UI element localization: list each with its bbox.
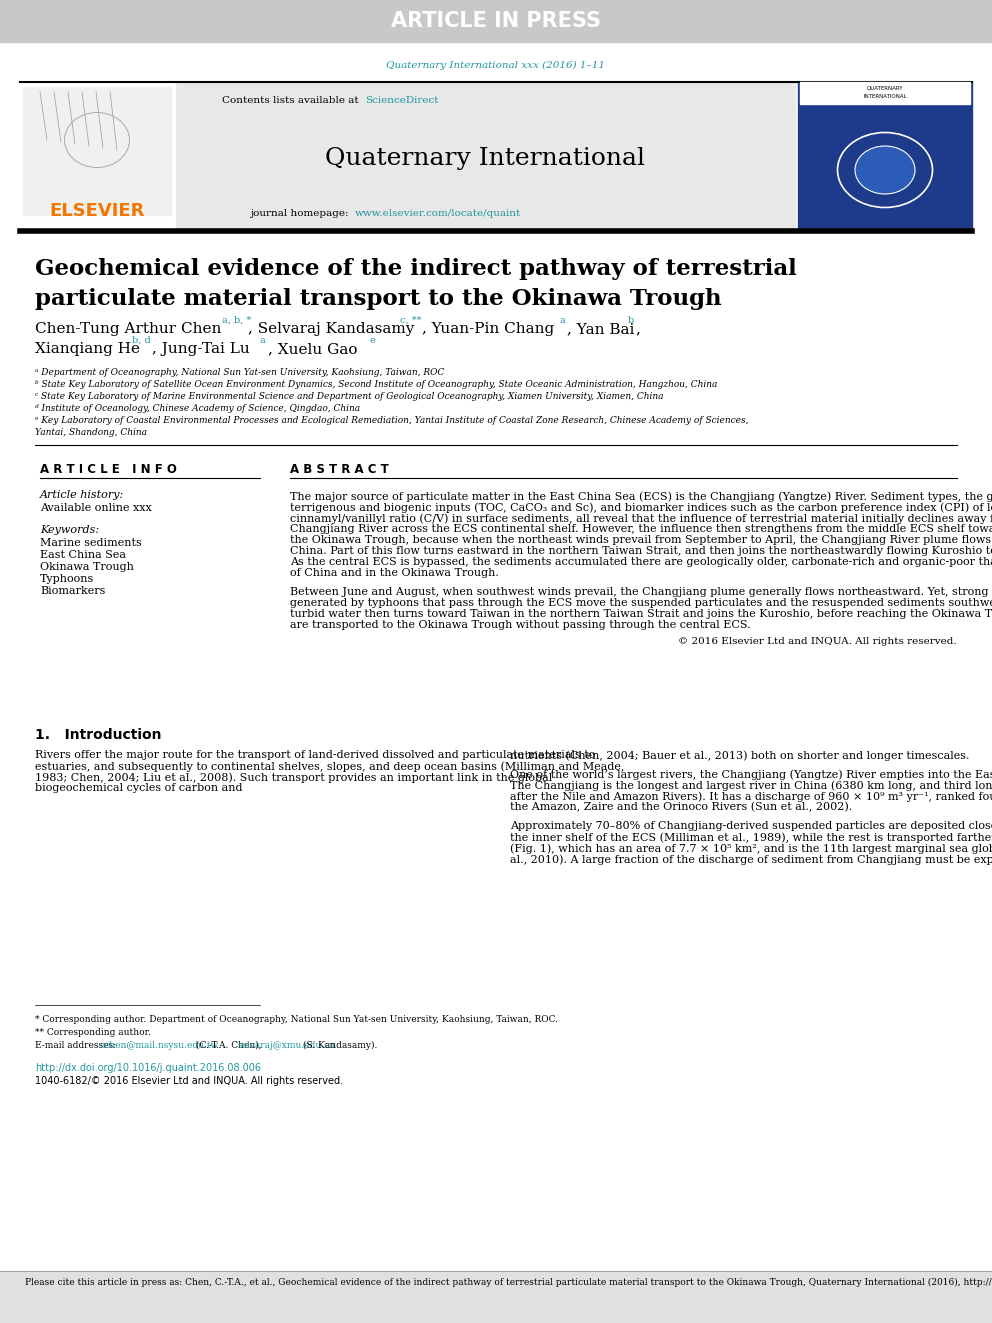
Text: e: e bbox=[370, 336, 376, 345]
Text: Chen-Tung Arthur Chen: Chen-Tung Arthur Chen bbox=[35, 321, 221, 336]
Text: ScienceDirect: ScienceDirect bbox=[365, 97, 438, 105]
Text: Biomarkers: Biomarkers bbox=[40, 586, 105, 595]
Text: ᵉ Key Laboratory of Coastal Environmental Processes and Ecological Remediation, : ᵉ Key Laboratory of Coastal Environmenta… bbox=[35, 415, 749, 425]
Text: E-mail addresses:: E-mail addresses: bbox=[35, 1041, 119, 1050]
Text: Geochemical evidence of the indirect pathway of terrestrial: Geochemical evidence of the indirect pat… bbox=[35, 258, 797, 280]
Text: Keywords:: Keywords: bbox=[40, 525, 99, 534]
Text: terrigenous and biogenic inputs (TOC, CaCO₃ and Sc), and biomarker indices such : terrigenous and biogenic inputs (TOC, Ca… bbox=[290, 501, 992, 512]
Text: of China and in the Okinawa Trough.: of China and in the Okinawa Trough. bbox=[290, 568, 499, 578]
Text: Rivers offer the major route for the transport of land-derived dissolved and par: Rivers offer the major route for the tra… bbox=[35, 750, 595, 759]
Text: ** Corresponding author.: ** Corresponding author. bbox=[35, 1028, 151, 1037]
Text: Article history:: Article history: bbox=[40, 490, 124, 500]
Text: 1.   Introduction: 1. Introduction bbox=[35, 728, 162, 742]
Text: are transported to the Okinawa Trough without passing through the central ECS.: are transported to the Okinawa Trough wi… bbox=[290, 620, 751, 630]
Text: , Jung-Tai Lu: , Jung-Tai Lu bbox=[152, 343, 250, 356]
Text: Marine sediments: Marine sediments bbox=[40, 538, 142, 548]
Text: Contents lists available at: Contents lists available at bbox=[222, 97, 362, 105]
Text: A R T I C L E   I N F O: A R T I C L E I N F O bbox=[40, 463, 177, 476]
Text: One of the world’s largest rivers, the Changjiang (Yangtze) River empties into t: One of the world’s largest rivers, the C… bbox=[510, 769, 992, 779]
Text: a, b, *: a, b, * bbox=[222, 316, 251, 325]
Text: ᵈ Institute of Oceanology, Chinese Academy of Science, Qingdao, China: ᵈ Institute of Oceanology, Chinese Acade… bbox=[35, 404, 360, 413]
Text: QUATERNARY: QUATERNARY bbox=[867, 86, 904, 91]
Bar bbox=[175, 82, 795, 228]
Text: Approximately 70–80% of Changjiang-derived suspended particles are deposited clo: Approximately 70–80% of Changjiang-deriv… bbox=[510, 822, 992, 831]
Text: ,: , bbox=[635, 321, 640, 336]
Text: cinnamyl/vanillyl ratio (C/V) in surface sediments, all reveal that the influenc: cinnamyl/vanillyl ratio (C/V) in surface… bbox=[290, 513, 992, 524]
Text: ᵃ Department of Oceanography, National Sun Yat-sen University, Kaohsiung, Taiwan: ᵃ Department of Oceanography, National S… bbox=[35, 368, 444, 377]
Bar bbox=[20, 82, 175, 228]
Text: , Yuan-Pin Chang: , Yuan-Pin Chang bbox=[422, 321, 555, 336]
Text: http://dx.doi.org/10.1016/j.quaint.2016.08.006: http://dx.doi.org/10.1016/j.quaint.2016.… bbox=[35, 1062, 261, 1073]
Text: The major source of particulate matter in the East China Sea (ECS) is the Changj: The major source of particulate matter i… bbox=[290, 491, 992, 501]
Text: Xianqiang He: Xianqiang He bbox=[35, 343, 140, 356]
Bar bbox=[23, 87, 171, 216]
Text: journal homepage:: journal homepage: bbox=[250, 209, 352, 218]
Text: cchen@mail.nsysu.edu.tw: cchen@mail.nsysu.edu.tw bbox=[100, 1041, 219, 1050]
Text: As the central ECS is bypassed, the sediments accumulated there are geologically: As the central ECS is bypassed, the sedi… bbox=[290, 557, 992, 568]
Text: turbid water then turns toward Taiwan in the northern Taiwan Strait and joins th: turbid water then turns toward Taiwan in… bbox=[290, 609, 992, 619]
Text: Yantai, Shandong, China: Yantai, Shandong, China bbox=[35, 429, 147, 437]
Text: ARTICLE IN PRESS: ARTICLE IN PRESS bbox=[391, 11, 601, 30]
Text: Between June and August, when southwest winds prevail, the Changjiang plume gene: Between June and August, when southwest … bbox=[290, 587, 992, 597]
Text: ᶜ State Key Laboratory of Marine Environmental Science and Department of Geologi: ᶜ State Key Laboratory of Marine Environ… bbox=[35, 392, 664, 401]
Text: A B S T R A C T: A B S T R A C T bbox=[290, 463, 389, 476]
Text: Quaternary International xxx (2016) 1–11: Quaternary International xxx (2016) 1–11 bbox=[387, 61, 605, 70]
Text: after the Nile and Amazon Rivers). It has a discharge of 960 × 10⁹ m³ yr⁻¹, rank: after the Nile and Amazon Rivers). It ha… bbox=[510, 791, 992, 802]
Bar bbox=[798, 82, 972, 228]
Text: www.elsevier.com/locate/quaint: www.elsevier.com/locate/quaint bbox=[355, 209, 521, 218]
Text: a: a bbox=[260, 336, 266, 345]
Text: Changjiang River across the ECS continental shelf. However, the influence then s: Changjiang River across the ECS continen… bbox=[290, 524, 992, 534]
Text: Typhoons: Typhoons bbox=[40, 574, 94, 583]
Text: China. Part of this flow turns eastward in the northern Taiwan Strait, and then : China. Part of this flow turns eastward … bbox=[290, 546, 992, 556]
Text: Available online xxx: Available online xxx bbox=[40, 503, 152, 513]
Bar bbox=[0, 1271, 992, 1323]
Text: the Okinawa Trough, because when the northeast winds prevail from September to A: the Okinawa Trough, because when the nor… bbox=[290, 534, 992, 545]
Text: The Changjiang is the longest and largest river in China (6380 km long, and thir: The Changjiang is the longest and larges… bbox=[510, 781, 992, 791]
Text: ELSEVIER: ELSEVIER bbox=[50, 202, 145, 220]
Text: generated by typhoons that pass through the ECS move the suspended particulates : generated by typhoons that pass through … bbox=[290, 598, 992, 609]
Text: nutrients (Chen, 2004; Bauer et al., 2013) both on shorter and longer timescales: nutrients (Chen, 2004; Bauer et al., 201… bbox=[510, 750, 969, 761]
Text: the Amazon, Zaire and the Orinoco Rivers (Sun et al., 2002).: the Amazon, Zaire and the Orinoco Rivers… bbox=[510, 802, 852, 812]
Text: Quaternary International: Quaternary International bbox=[325, 147, 645, 169]
Text: the inner shelf of the ECS (Milliman et al., 1989), while the rest is transporte: the inner shelf of the ECS (Milliman et … bbox=[510, 832, 992, 843]
Bar bbox=[800, 82, 970, 105]
Text: , Yan Bai: , Yan Bai bbox=[567, 321, 634, 336]
Ellipse shape bbox=[855, 146, 915, 194]
Text: ᵇ State Key Laboratory of Satellite Ocean Environment Dynamics, Second Institute: ᵇ State Key Laboratory of Satellite Ocea… bbox=[35, 380, 717, 389]
Text: (S. Kandasamy).: (S. Kandasamy). bbox=[300, 1041, 377, 1050]
Text: (C.-T.A. Chen),: (C.-T.A. Chen), bbox=[193, 1041, 265, 1050]
Text: biogeochemical cycles of carbon and: biogeochemical cycles of carbon and bbox=[35, 783, 242, 792]
Text: a: a bbox=[560, 316, 565, 325]
Text: , Xuelu Gao: , Xuelu Gao bbox=[268, 343, 357, 356]
Text: b, d: b, d bbox=[132, 336, 151, 345]
Text: 1983; Chen, 2004; Liu et al., 2008). Such transport provides an important link i: 1983; Chen, 2004; Liu et al., 2008). Suc… bbox=[35, 773, 553, 783]
Text: c, **: c, ** bbox=[400, 316, 422, 325]
Bar bbox=[0, 0, 992, 42]
Text: particulate material transport to the Okinawa Trough: particulate material transport to the Ok… bbox=[35, 288, 721, 310]
Text: , Selvaraj Kandasamy: , Selvaraj Kandasamy bbox=[248, 321, 415, 336]
Text: selvaraj@xmu.edu.cn: selvaraj@xmu.edu.cn bbox=[237, 1041, 335, 1050]
Text: * Corresponding author. Department of Oceanography, National Sun Yat-sen Univers: * Corresponding author. Department of Oc… bbox=[35, 1015, 558, 1024]
Text: INTERNATIONAL: INTERNATIONAL bbox=[863, 94, 907, 99]
Text: b: b bbox=[628, 316, 634, 325]
Text: 1040-6182/© 2016 Elsevier Ltd and INQUA. All rights reserved.: 1040-6182/© 2016 Elsevier Ltd and INQUA.… bbox=[35, 1076, 343, 1086]
Text: © 2016 Elsevier Ltd and INQUA. All rights reserved.: © 2016 Elsevier Ltd and INQUA. All right… bbox=[679, 636, 957, 646]
Text: (Fig. 1), which has an area of 7.7 × 10⁵ km², and is the 11th largest marginal s: (Fig. 1), which has an area of 7.7 × 10⁵… bbox=[510, 843, 992, 853]
Text: Please cite this article in press as: Chen, C.-T.A., et al., Geochemical evidenc: Please cite this article in press as: Ch… bbox=[25, 1278, 992, 1287]
Text: East China Sea: East China Sea bbox=[40, 550, 126, 560]
Text: Okinawa Trough: Okinawa Trough bbox=[40, 562, 134, 572]
Text: al., 2010). A large fraction of the discharge of sediment from Changjiang must b: al., 2010). A large fraction of the disc… bbox=[510, 855, 992, 864]
Text: estuaries, and subsequently to continental shelves, slopes, and deep ocean basin: estuaries, and subsequently to continent… bbox=[35, 761, 624, 771]
